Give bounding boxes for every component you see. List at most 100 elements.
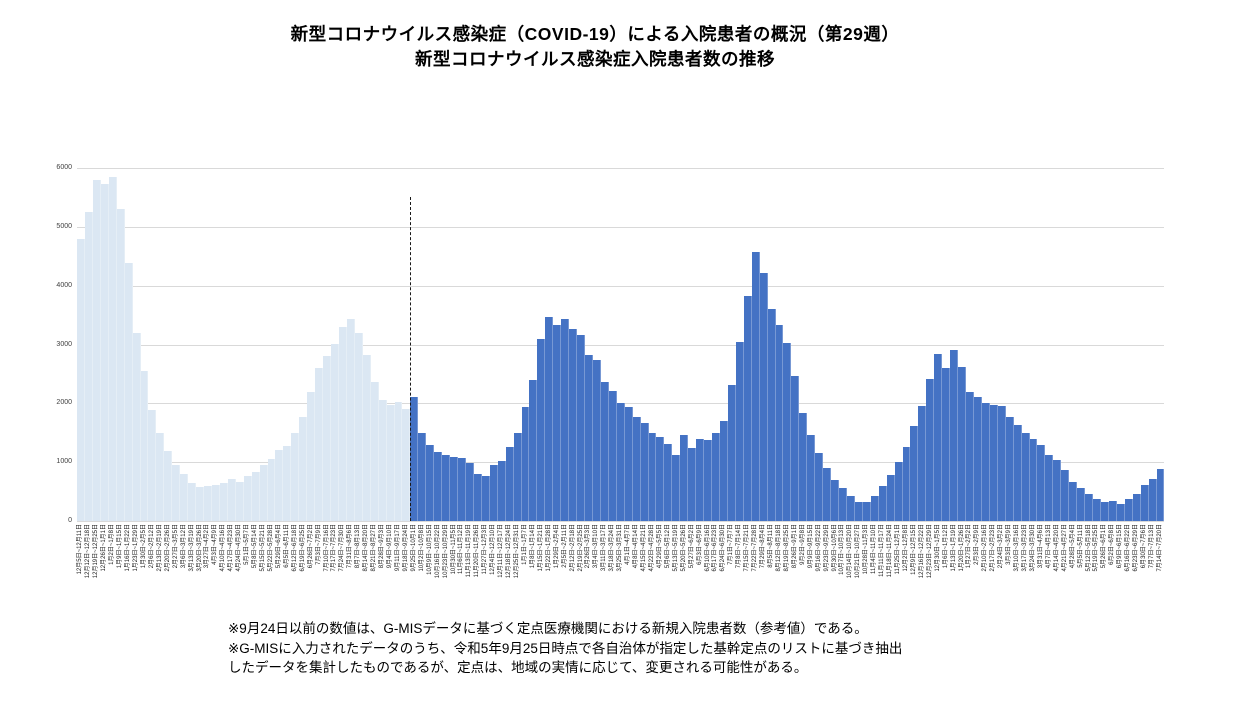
x-tick-label: 3月31日~4月6日 xyxy=(1037,524,1044,569)
bar xyxy=(878,485,887,521)
bar xyxy=(1085,493,1093,521)
bar xyxy=(315,368,324,521)
bar xyxy=(458,457,466,521)
x-tick-label: 2月17日~2月23日 xyxy=(990,524,997,572)
bar xyxy=(616,403,625,521)
bar xyxy=(775,324,784,521)
bar xyxy=(338,326,347,521)
bar xyxy=(473,473,482,521)
bar xyxy=(323,356,331,521)
x-tick-label: 7月22日~7月28日 xyxy=(752,524,759,572)
bar xyxy=(561,319,570,521)
x-tick-label: 9月11日~9月17日 xyxy=(394,524,401,572)
x-tick-label: 1月6日~1月12日 xyxy=(942,524,949,569)
bar xyxy=(243,475,252,521)
x-tick-label: 8月7日~8月13日 xyxy=(355,524,362,569)
x-tick-label: 5月6日~5月12日 xyxy=(664,524,671,569)
bar xyxy=(362,355,371,521)
bar xyxy=(537,338,546,521)
bar xyxy=(839,488,847,521)
bar xyxy=(331,343,339,521)
x-tick-label: 7月31日~8月6日 xyxy=(347,524,354,569)
x-tick-label: 4月28日~5月4日 xyxy=(1069,524,1076,569)
x-tick-label: 3月4日~3月10日 xyxy=(593,524,600,569)
x-tick-label: 9月18日~9月24日 xyxy=(402,524,409,572)
y-tick-label: 4000 xyxy=(56,281,72,289)
x-tick-label: 9月16日~9月22日 xyxy=(815,524,822,572)
x-tick-label: 11月4日~11月10日 xyxy=(871,524,878,574)
x-tick-label: 2月19日~2月25日 xyxy=(577,524,584,572)
bar xyxy=(370,381,379,521)
gridline xyxy=(77,168,1164,169)
x-tick-label: 5月8日~5月14日 xyxy=(252,524,259,569)
x-tick-label: 5月5日~5月11日 xyxy=(1077,524,1084,568)
x-tick-label: 7月24日~7月30日 xyxy=(339,524,346,572)
x-tick-label: 3月3日~3月9日 xyxy=(1006,524,1013,565)
chart-title: 新型コロナウイルス感染症（COVID-19）による入院患者の概況（第29週） xyxy=(290,24,900,44)
x-tick-label: 6月16日~6月22日 xyxy=(1125,524,1132,572)
x-tick-label: 7月29日~8月4日 xyxy=(760,524,767,569)
bar xyxy=(180,473,189,521)
x-tick-label: 12月23日~12月29日 xyxy=(926,524,933,579)
x-tick-label: 8月26日~9月1日 xyxy=(791,524,798,569)
bar xyxy=(513,432,522,521)
bar xyxy=(116,209,125,521)
bar xyxy=(942,368,951,521)
bar xyxy=(1093,498,1101,521)
bar xyxy=(894,462,903,521)
x-tick-label: 3月17日~3月23日 xyxy=(1022,524,1029,572)
bar xyxy=(791,376,800,521)
gridline xyxy=(77,344,1164,346)
bar xyxy=(489,464,498,521)
x-tick-label: 7月14日~7月20日 xyxy=(1156,524,1163,572)
x-tick-label: 5月22日~5月28日 xyxy=(267,524,274,572)
x-tick-label: 11月20日~11月26日 xyxy=(474,524,481,578)
x-tick-label: 3月18日~3月24日 xyxy=(609,524,616,572)
x-tick-label: 12月30日~1月5日 xyxy=(934,524,941,572)
bar xyxy=(1132,493,1141,521)
bar xyxy=(680,435,689,521)
x-tick-label: 6月17日~6月23日 xyxy=(712,524,719,572)
x-tick-label: 12月19日~12月25日 xyxy=(93,524,100,579)
bar xyxy=(1124,498,1133,521)
x-tick-label: 1月9日~1月15日 xyxy=(117,524,124,569)
bar xyxy=(299,417,308,521)
x-tick-label: 8月28日~9月3日 xyxy=(379,524,386,569)
x-tick-label: 1月1日~1月7日 xyxy=(521,524,528,565)
x-tick-label: 9月30日~10月6日 xyxy=(831,524,838,572)
bar xyxy=(815,453,824,521)
x-tick-label: 4月8日~4月14日 xyxy=(633,524,640,569)
bar xyxy=(958,366,966,521)
x-tick-label: 3月6日~3月12日 xyxy=(180,524,187,569)
x-tick-label: 10月28日~11月3日 xyxy=(863,524,870,575)
bar xyxy=(307,391,316,521)
bar xyxy=(600,382,609,521)
bar xyxy=(688,448,697,521)
bar xyxy=(418,432,427,521)
bar xyxy=(1005,416,1014,521)
y-tick-label: 5000 xyxy=(56,222,72,230)
bar xyxy=(227,479,236,521)
x-tick-label: 4月14日~4月20日 xyxy=(1053,524,1060,572)
x-tick-label: 1月20日~1月26日 xyxy=(958,524,965,572)
bar xyxy=(426,444,435,521)
x-tick-label: 1月30日~2月5日 xyxy=(140,524,147,569)
bar xyxy=(1069,482,1078,521)
bar xyxy=(132,332,141,521)
bar xyxy=(1021,433,1030,521)
x-tick-label: 11月27日~12月3日 xyxy=(482,524,489,575)
x-tick-label: 9月4日~9月10日 xyxy=(387,524,394,569)
x-tick-label: 1月27日~2月2日 xyxy=(966,524,973,569)
bar xyxy=(1156,469,1165,521)
bar xyxy=(767,309,776,521)
x-tick-label: 12月16日~12月22日 xyxy=(918,524,925,579)
bar xyxy=(704,440,712,521)
bar xyxy=(672,454,681,521)
gridline xyxy=(77,226,1164,228)
x-tick-label: 4月3日~4月9日 xyxy=(212,524,219,565)
bar xyxy=(981,402,990,521)
x-tick-label: 3月25日~3月31日 xyxy=(617,524,624,572)
x-tick-label: 10月9日~10月15日 xyxy=(426,524,433,575)
x-tick-label: 8月19日~8月25日 xyxy=(783,524,790,572)
bar xyxy=(989,404,998,521)
